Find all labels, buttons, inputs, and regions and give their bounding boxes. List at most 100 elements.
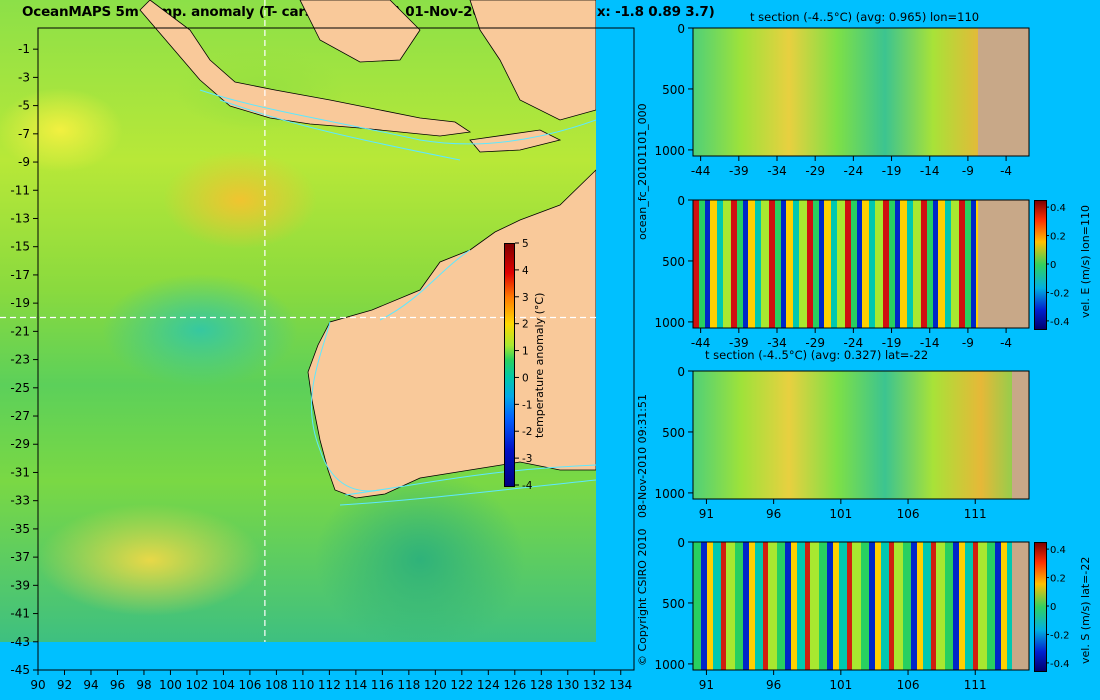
map-x-tick-label: 102 (185, 678, 208, 692)
section-y-tick-label: 0 (677, 194, 685, 208)
section-crosshair (0, 0, 596, 642)
section-y-tick-label: 500 (662, 83, 685, 97)
map-x-tick-label: 126 (503, 678, 526, 692)
map-overlay (0, 0, 596, 642)
map-colorbar-tick-label: 4 (522, 265, 529, 277)
section-x-tick-label: 96 (766, 507, 781, 521)
t-section-lon-land (978, 28, 1029, 156)
section-y-tick-label: 500 (662, 255, 685, 269)
map-y-tick-label: -27 (10, 409, 30, 423)
map-x-tick-label: 96 (110, 678, 125, 692)
section-x-tick-label: 91 (699, 507, 714, 521)
vel-s-colorbar (1034, 542, 1047, 672)
map-x-tick-label: 108 (265, 678, 288, 692)
map-x-tick-label: 106 (238, 678, 261, 692)
map-y-tick-label: -29 (10, 437, 30, 451)
map-colorbar-tick-label: -2 (522, 426, 532, 438)
section-colorbar-tick-label: 0.2 (1050, 574, 1066, 585)
map-y-tick-label: -31 (10, 465, 30, 479)
section-x-tick-label: -44 (691, 164, 711, 178)
section-x-tick-label: 96 (766, 678, 781, 692)
section-y-tick-label: 1000 (654, 658, 685, 672)
map-frame (37, 27, 635, 671)
vel-e-colorbar (1034, 200, 1047, 330)
map-y-tick-label: -7 (18, 127, 30, 141)
map-y-tick-label: -13 (10, 211, 30, 225)
section-x-tick-label: -4 (1000, 164, 1012, 178)
section-y-tick-label: 0 (677, 365, 685, 379)
section-x-tick-label: -4 (1000, 336, 1012, 350)
section-x-tick-label: 111 (964, 507, 987, 521)
section-x-tick-label: -14 (920, 164, 940, 178)
map-x-tick-label: 114 (344, 678, 367, 692)
panel3-title: t section (-4..5°C) (avg: 0.327) lat=-22 (705, 348, 929, 362)
section-x-tick-label: -34 (767, 164, 787, 178)
map-colorbar-tick-label: -1 (522, 399, 532, 411)
section-colorbar-tick-label: 0.2 (1050, 232, 1066, 243)
map-x-tick-label: 90 (30, 678, 45, 692)
map-colorbar-tick-label: 2 (522, 319, 529, 331)
map-y-tick-label: -43 (10, 635, 30, 649)
section-frame (692, 27, 1030, 157)
map-colorbar-tick-label: 0 (522, 372, 529, 384)
section-colorbar-tick-label: 0 (1050, 260, 1056, 271)
map-x-tick-label: 110 (291, 678, 314, 692)
vel-e-lon-land (978, 200, 1029, 328)
map-x-tick-label: 100 (159, 678, 182, 692)
section-x-tick-label: 106 (897, 507, 920, 521)
t-section-lon-panel (693, 28, 1029, 156)
map-y-tick-label: -45 (10, 663, 30, 677)
section-colorbar-tick-label: 0.4 (1050, 203, 1066, 214)
map-x-tick-label: 116 (371, 678, 394, 692)
map-colorbar-tick-label: 5 (522, 238, 529, 250)
t-section-lat-panel (693, 371, 1029, 499)
section-colorbar-tick-label: -0.4 (1050, 317, 1070, 328)
map-y-tick-label: -9 (18, 155, 30, 169)
t-section-lat-land (1012, 371, 1029, 499)
map-y-tick-label: -35 (10, 522, 30, 536)
section-colorbar-tick-label: -0.2 (1050, 288, 1070, 299)
section-x-tick-label: -39 (729, 164, 749, 178)
section-y-tick-label: 1000 (654, 144, 685, 158)
section-y-tick-label: 0 (677, 22, 685, 36)
section-y-tick-label: 0 (677, 536, 685, 550)
map-x-tick-label: 124 (477, 678, 500, 692)
section-x-tick-label: 111 (964, 678, 987, 692)
map-colorbar-tick-label: 3 (522, 292, 529, 304)
section-x-tick-label: 91 (699, 678, 714, 692)
map-y-tick-label: -11 (10, 183, 30, 197)
map-y-tick-label: -41 (10, 607, 30, 621)
map-y-tick-label: -1 (18, 42, 30, 56)
map-x-tick-label: 120 (424, 678, 447, 692)
map-x-tick-label: 132 (583, 678, 606, 692)
section-x-tick-label: -29 (805, 336, 825, 350)
section-colorbar-tick-label: -0.4 (1050, 659, 1070, 670)
section-x-tick-label: -19 (882, 164, 902, 178)
map-x-tick-label: 122 (450, 678, 473, 692)
map-x-tick-label: 130 (556, 678, 579, 692)
section-x-tick-label: -39 (729, 336, 749, 350)
map-x-tick-label: 94 (83, 678, 98, 692)
section-y-tick-label: 500 (662, 426, 685, 440)
map-colorbar-tick-label: -3 (522, 453, 532, 465)
map-x-tick-label: 104 (212, 678, 235, 692)
map-x-tick-label: 92 (57, 678, 72, 692)
map-x-tick-label: 112 (318, 678, 341, 692)
map-y-tick-label: -39 (10, 578, 30, 592)
map-y-tick-label: -19 (10, 296, 30, 310)
section-x-tick-label: -14 (920, 336, 940, 350)
map-y-tick-label: -17 (10, 268, 30, 282)
section-x-tick-label: 101 (829, 678, 852, 692)
map-y-tick-label: -33 (10, 494, 30, 508)
section-frame (692, 199, 1030, 329)
section-x-tick-label: -9 (962, 336, 974, 350)
section-y-tick-label: 500 (662, 597, 685, 611)
section-colorbar-tick-label: 0.4 (1050, 545, 1066, 556)
section-colorbar-tick-label: 0 (1050, 602, 1056, 613)
section-x-tick-label: -34 (767, 336, 787, 350)
bathymetry-contours (199, 89, 596, 506)
vel-s-lat-land (1012, 542, 1029, 670)
map-colorbar (504, 243, 515, 487)
